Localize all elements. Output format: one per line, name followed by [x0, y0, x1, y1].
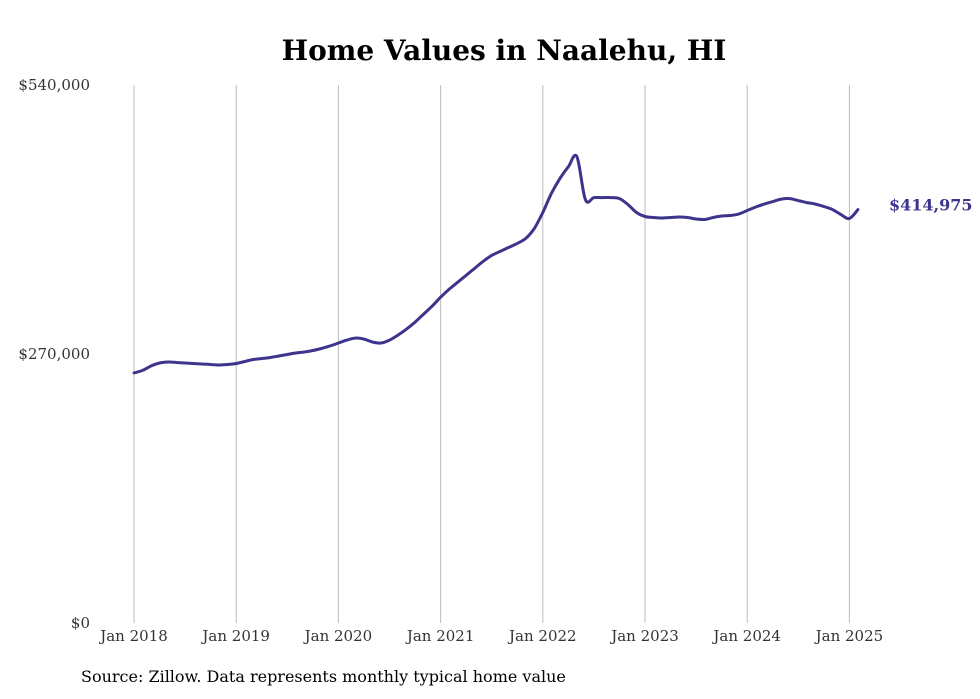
x-tick-label: Jan 2025 — [814, 627, 884, 645]
x-tick-label: Jan 2021 — [405, 627, 475, 645]
gridlines — [133, 85, 850, 623]
y-tick-label: $0 — [71, 614, 90, 632]
y-axis-ticks: $0 $270,000 $540,000 — [18, 76, 90, 632]
x-tick-label: Jan 2023 — [609, 627, 679, 645]
y-tick-label: $540,000 — [18, 76, 90, 94]
home-value-series-line — [132, 153, 860, 375]
x-tick-label: Jan 2018 — [98, 627, 168, 645]
latest-value-label: $414,975 — [889, 196, 973, 215]
x-tick-label: Jan 2019 — [200, 627, 270, 645]
source-note: Source: Zillow. Data represents monthly … — [81, 667, 566, 686]
x-tick-label: Jan 2024 — [711, 627, 781, 645]
series-layer — [132, 153, 860, 375]
x-tick-label: Jan 2020 — [303, 627, 373, 645]
x-tick-label: Jan 2022 — [507, 627, 577, 645]
chart-title: Home Values in Naalehu, HI — [282, 34, 727, 67]
y-tick-label: $270,000 — [18, 345, 90, 363]
x-axis-ticks: Jan 2018 Jan 2019 Jan 2020 Jan 2021 Jan 2022… — [98, 627, 883, 645]
